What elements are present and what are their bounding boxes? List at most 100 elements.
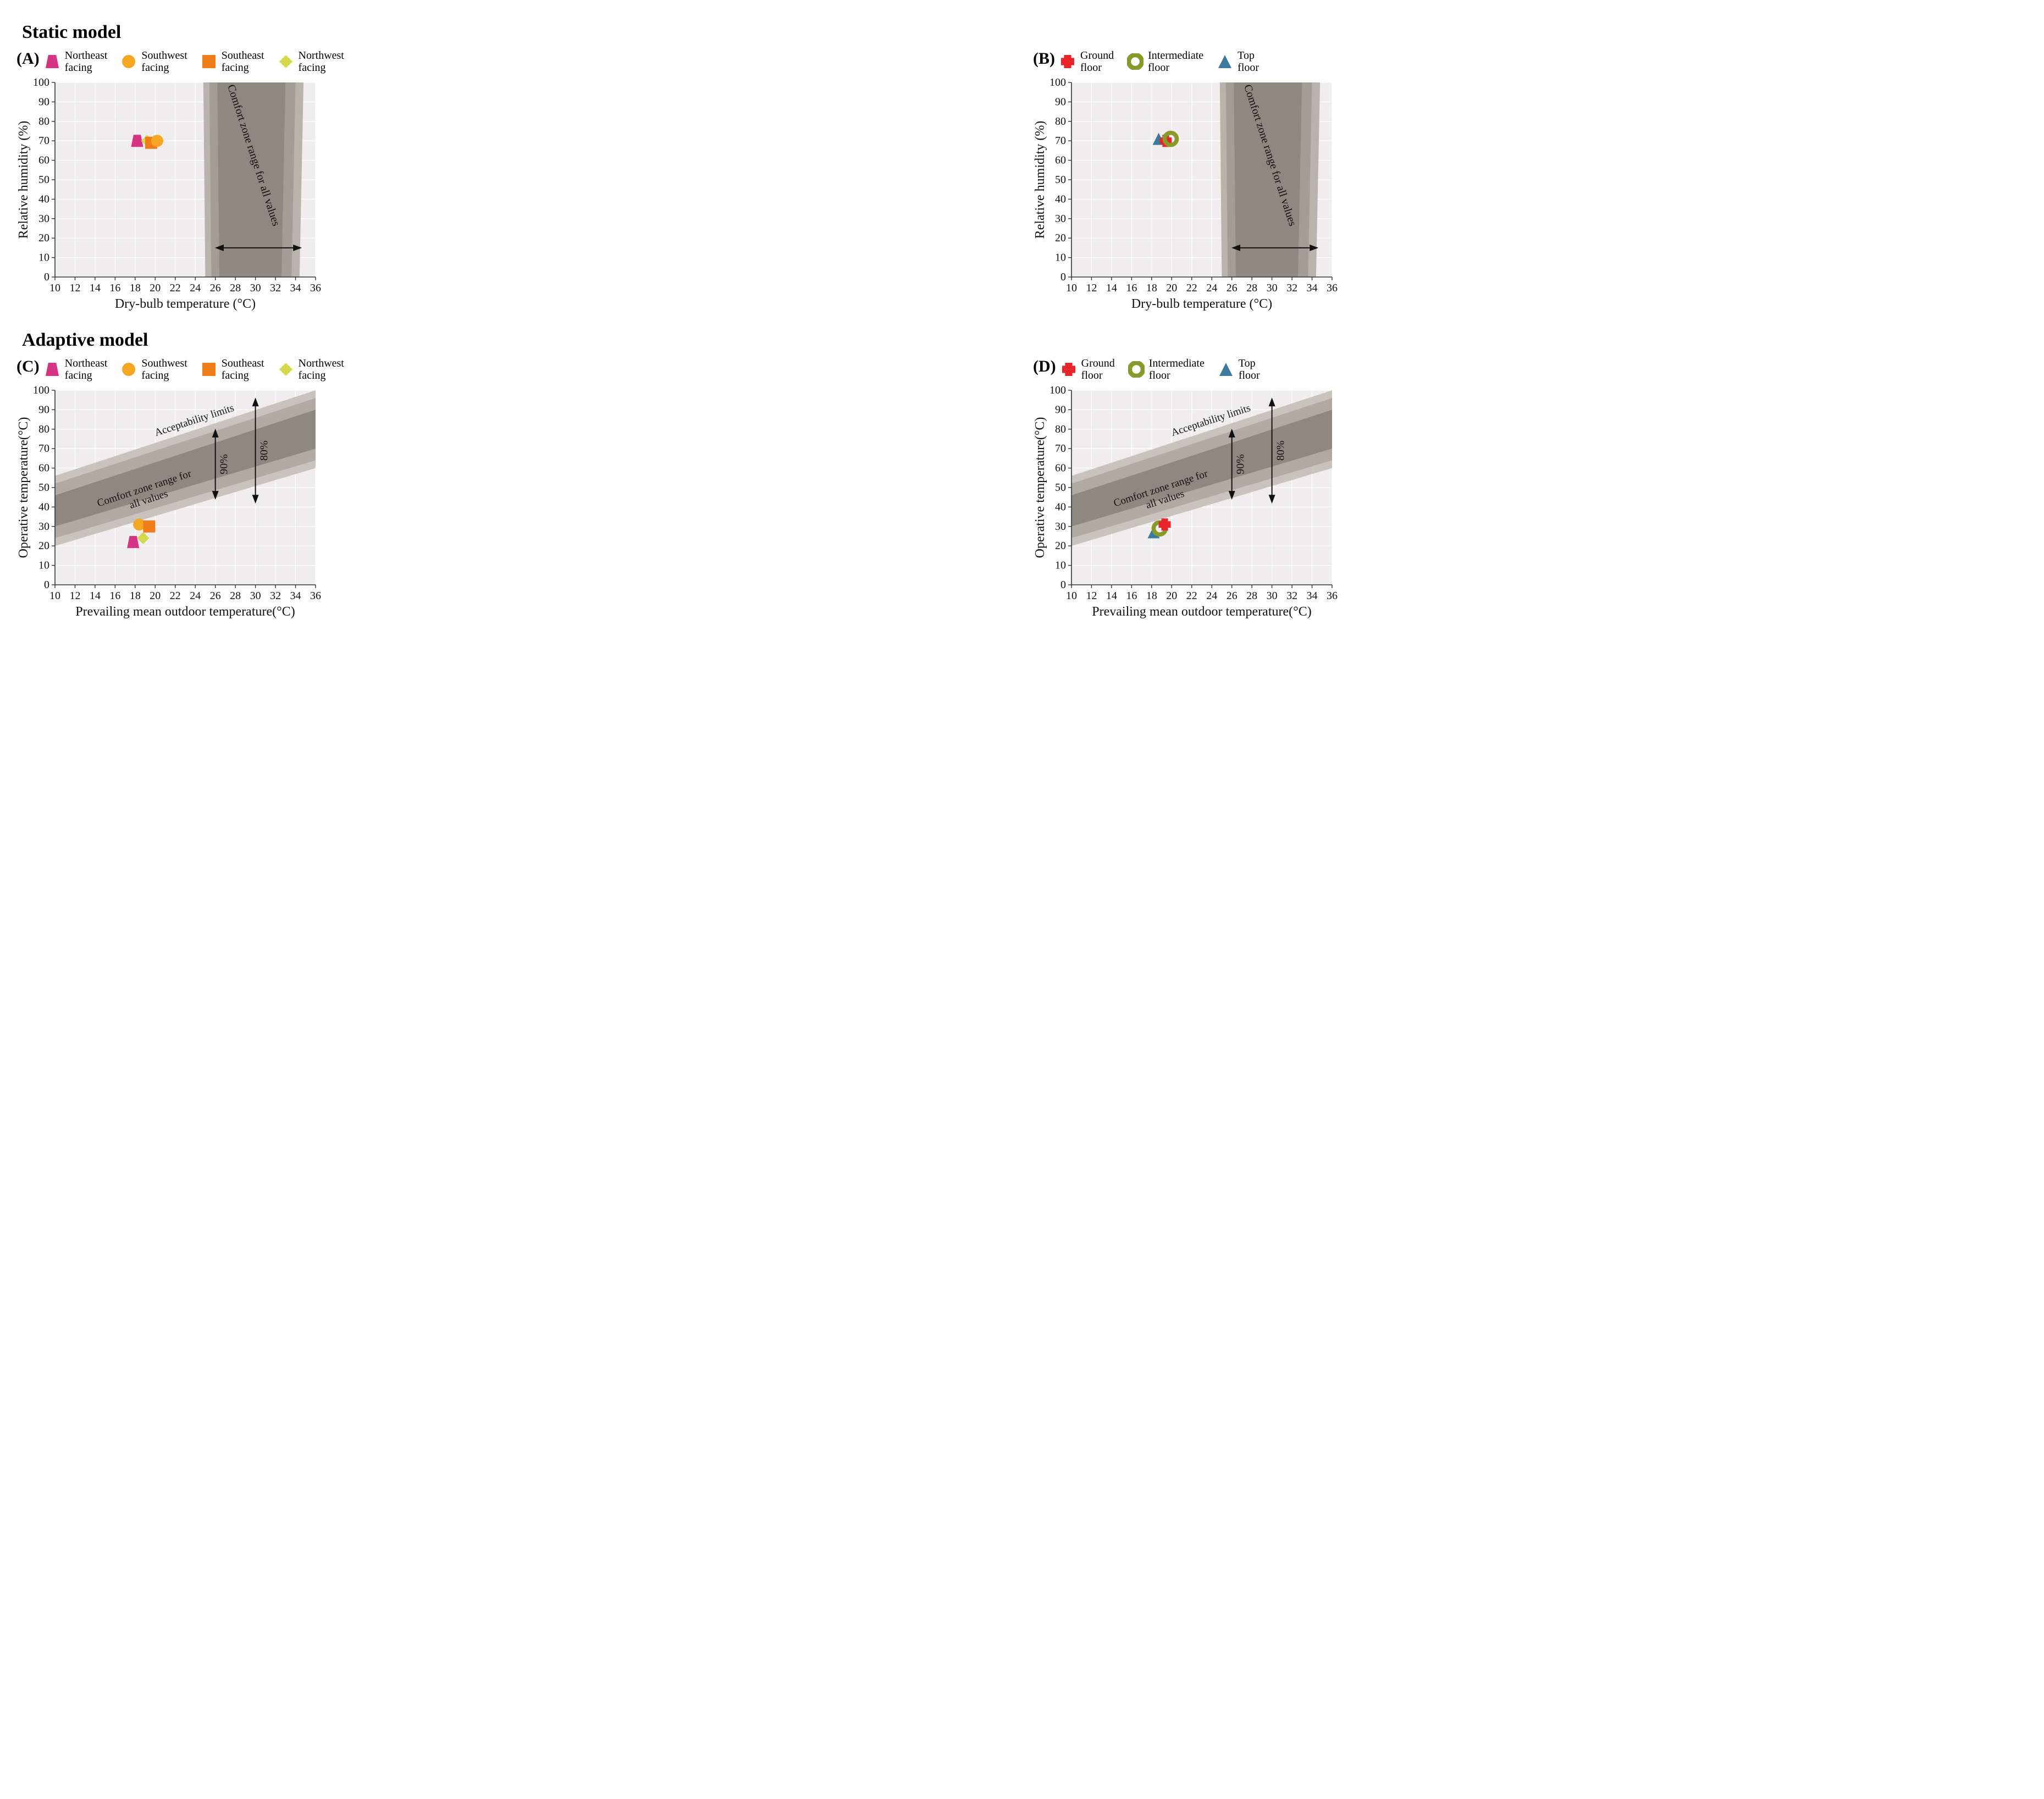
chart-svg: Comfort zone range forall valuesAcceptab… (1033, 385, 1341, 621)
svg-text:Dry-bulb temperature (°C): Dry-bulb temperature (°C) (115, 297, 256, 311)
svg-text:50: 50 (38, 174, 49, 186)
section-title-static: Static model (22, 22, 2028, 43)
svg-text:26: 26 (1227, 282, 1238, 294)
svg-text:30: 30 (1055, 213, 1066, 225)
svg-text:10: 10 (49, 590, 60, 602)
svg-text:36: 36 (1327, 590, 1338, 602)
svg-text:10: 10 (1066, 590, 1077, 602)
svg-text:100: 100 (33, 385, 49, 396)
svg-text:32: 32 (270, 590, 281, 602)
svg-text:90%: 90% (218, 454, 230, 474)
svg-text:Operative temperature(°C): Operative temperature(°C) (16, 417, 31, 558)
chart-svg: Comfort zone range for all values1012141… (1033, 77, 1341, 313)
svg-text:34: 34 (290, 282, 301, 294)
panel-label: (B) (1033, 49, 1055, 68)
section-title-adaptive: Adaptive model (22, 330, 2028, 351)
svg-text:80%: 80% (258, 440, 270, 461)
svg-text:20: 20 (1166, 282, 1177, 294)
legend-item: Southwestfacing (120, 49, 187, 74)
chart-svg: Comfort zone range for all values1012141… (16, 77, 324, 313)
svg-text:18: 18 (130, 590, 141, 602)
svg-text:32: 32 (270, 282, 281, 294)
svg-text:30: 30 (1267, 590, 1278, 602)
svg-text:90%: 90% (1235, 454, 1247, 474)
legend-item: Southeastfacing (201, 49, 264, 74)
row-adaptive: (C)NortheastfacingSouthwestfacingSouthea… (16, 357, 2028, 621)
svg-text:10: 10 (38, 560, 49, 572)
svg-text:16: 16 (1126, 590, 1137, 602)
svg-text:60: 60 (38, 462, 49, 474)
svg-text:26: 26 (1227, 590, 1238, 602)
svg-text:0: 0 (1060, 579, 1066, 591)
svg-text:18: 18 (1146, 282, 1157, 294)
svg-text:90: 90 (1055, 96, 1066, 108)
svg-text:10: 10 (49, 282, 60, 294)
data-point (151, 135, 163, 147)
svg-text:30: 30 (250, 282, 261, 294)
svg-text:100: 100 (1049, 385, 1066, 396)
svg-text:22: 22 (1186, 282, 1197, 294)
legend-item: Topfloor (1218, 357, 1260, 381)
svg-text:18: 18 (1146, 590, 1157, 602)
svg-text:24: 24 (190, 282, 201, 294)
svg-text:70: 70 (1055, 135, 1066, 147)
legend-item: Southwestfacing (120, 357, 187, 381)
legend-item: Groundfloor (1060, 357, 1115, 381)
svg-text:32: 32 (1286, 590, 1297, 602)
svg-text:22: 22 (170, 590, 181, 602)
data-point (143, 521, 155, 533)
svg-text:30: 30 (250, 590, 261, 602)
svg-text:14: 14 (1106, 282, 1117, 294)
legend-item: Intermediatefloor (1127, 49, 1203, 74)
legend-item: Topfloor (1217, 49, 1259, 74)
svg-text:34: 34 (1307, 590, 1318, 602)
svg-text:36: 36 (1327, 282, 1338, 294)
svg-text:10: 10 (1055, 560, 1066, 572)
svg-text:12: 12 (1086, 590, 1097, 602)
chart-svg: Comfort zone range forall valuesAcceptab… (16, 385, 324, 621)
legend-item: Southeastfacing (201, 357, 264, 381)
svg-text:70: 70 (1055, 442, 1066, 455)
svg-text:0: 0 (1060, 271, 1066, 283)
legend-item: Intermediatefloor (1128, 357, 1205, 381)
svg-text:80%: 80% (1274, 440, 1286, 461)
svg-text:24: 24 (190, 590, 201, 602)
svg-text:20: 20 (1055, 232, 1066, 244)
legend-item: Northeastfacing (44, 357, 108, 381)
legend-item: Groundfloor (1059, 49, 1114, 74)
svg-text:20: 20 (1166, 590, 1177, 602)
svg-text:10: 10 (1055, 252, 1066, 264)
svg-text:36: 36 (310, 590, 321, 602)
svg-text:12: 12 (69, 590, 80, 602)
panel-D: (D)Groundfloor Intermediatefloor Topfloor C… (1033, 357, 2028, 621)
svg-text:60: 60 (38, 154, 49, 167)
legend-item: Northwestfacing (278, 357, 344, 381)
svg-text:80: 80 (1055, 423, 1066, 435)
svg-text:70: 70 (38, 442, 49, 455)
svg-text:50: 50 (1055, 174, 1066, 186)
svg-text:Dry-bulb temperature (°C): Dry-bulb temperature (°C) (1131, 297, 1272, 311)
panel-label: (D) (1033, 357, 1056, 376)
svg-text:30: 30 (38, 521, 49, 533)
svg-text:90: 90 (38, 96, 49, 108)
svg-text:30: 30 (38, 213, 49, 225)
svg-text:90: 90 (38, 403, 49, 416)
svg-text:12: 12 (69, 282, 80, 294)
svg-text:Prevailing mean outdoor temper: Prevailing mean outdoor temperature(°C) (75, 605, 295, 619)
svg-text:0: 0 (44, 271, 49, 283)
svg-text:34: 34 (290, 590, 301, 602)
svg-text:28: 28 (230, 282, 241, 294)
svg-text:80: 80 (38, 423, 49, 435)
svg-text:100: 100 (33, 77, 49, 88)
svg-text:20: 20 (38, 232, 49, 244)
legend-item: Northwestfacing (278, 49, 344, 74)
svg-text:30: 30 (1267, 282, 1278, 294)
panel-C: (C)NortheastfacingSouthwestfacingSouthea… (16, 357, 1011, 621)
svg-text:60: 60 (1055, 154, 1066, 167)
svg-text:14: 14 (90, 282, 101, 294)
svg-text:20: 20 (150, 282, 161, 294)
svg-text:28: 28 (1246, 282, 1257, 294)
svg-text:40: 40 (1055, 193, 1066, 205)
svg-text:16: 16 (109, 590, 120, 602)
svg-text:80: 80 (38, 115, 49, 128)
